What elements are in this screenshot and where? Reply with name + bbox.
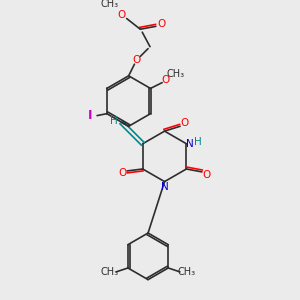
Text: CH₃: CH₃ bbox=[167, 69, 185, 79]
Text: N: N bbox=[186, 139, 194, 149]
Text: O: O bbox=[203, 170, 211, 180]
Text: O: O bbox=[132, 55, 140, 65]
Text: N: N bbox=[161, 182, 168, 192]
Text: CH₃: CH₃ bbox=[178, 267, 196, 277]
Text: O: O bbox=[118, 10, 126, 20]
Text: O: O bbox=[161, 75, 169, 85]
Text: O: O bbox=[181, 118, 189, 128]
Text: H: H bbox=[194, 137, 202, 147]
Text: I: I bbox=[88, 109, 92, 122]
Text: CH₃: CH₃ bbox=[100, 267, 118, 277]
Text: CH₃: CH₃ bbox=[100, 0, 118, 9]
Text: H: H bbox=[110, 116, 118, 126]
Text: O: O bbox=[118, 168, 126, 178]
Text: O: O bbox=[158, 20, 166, 29]
